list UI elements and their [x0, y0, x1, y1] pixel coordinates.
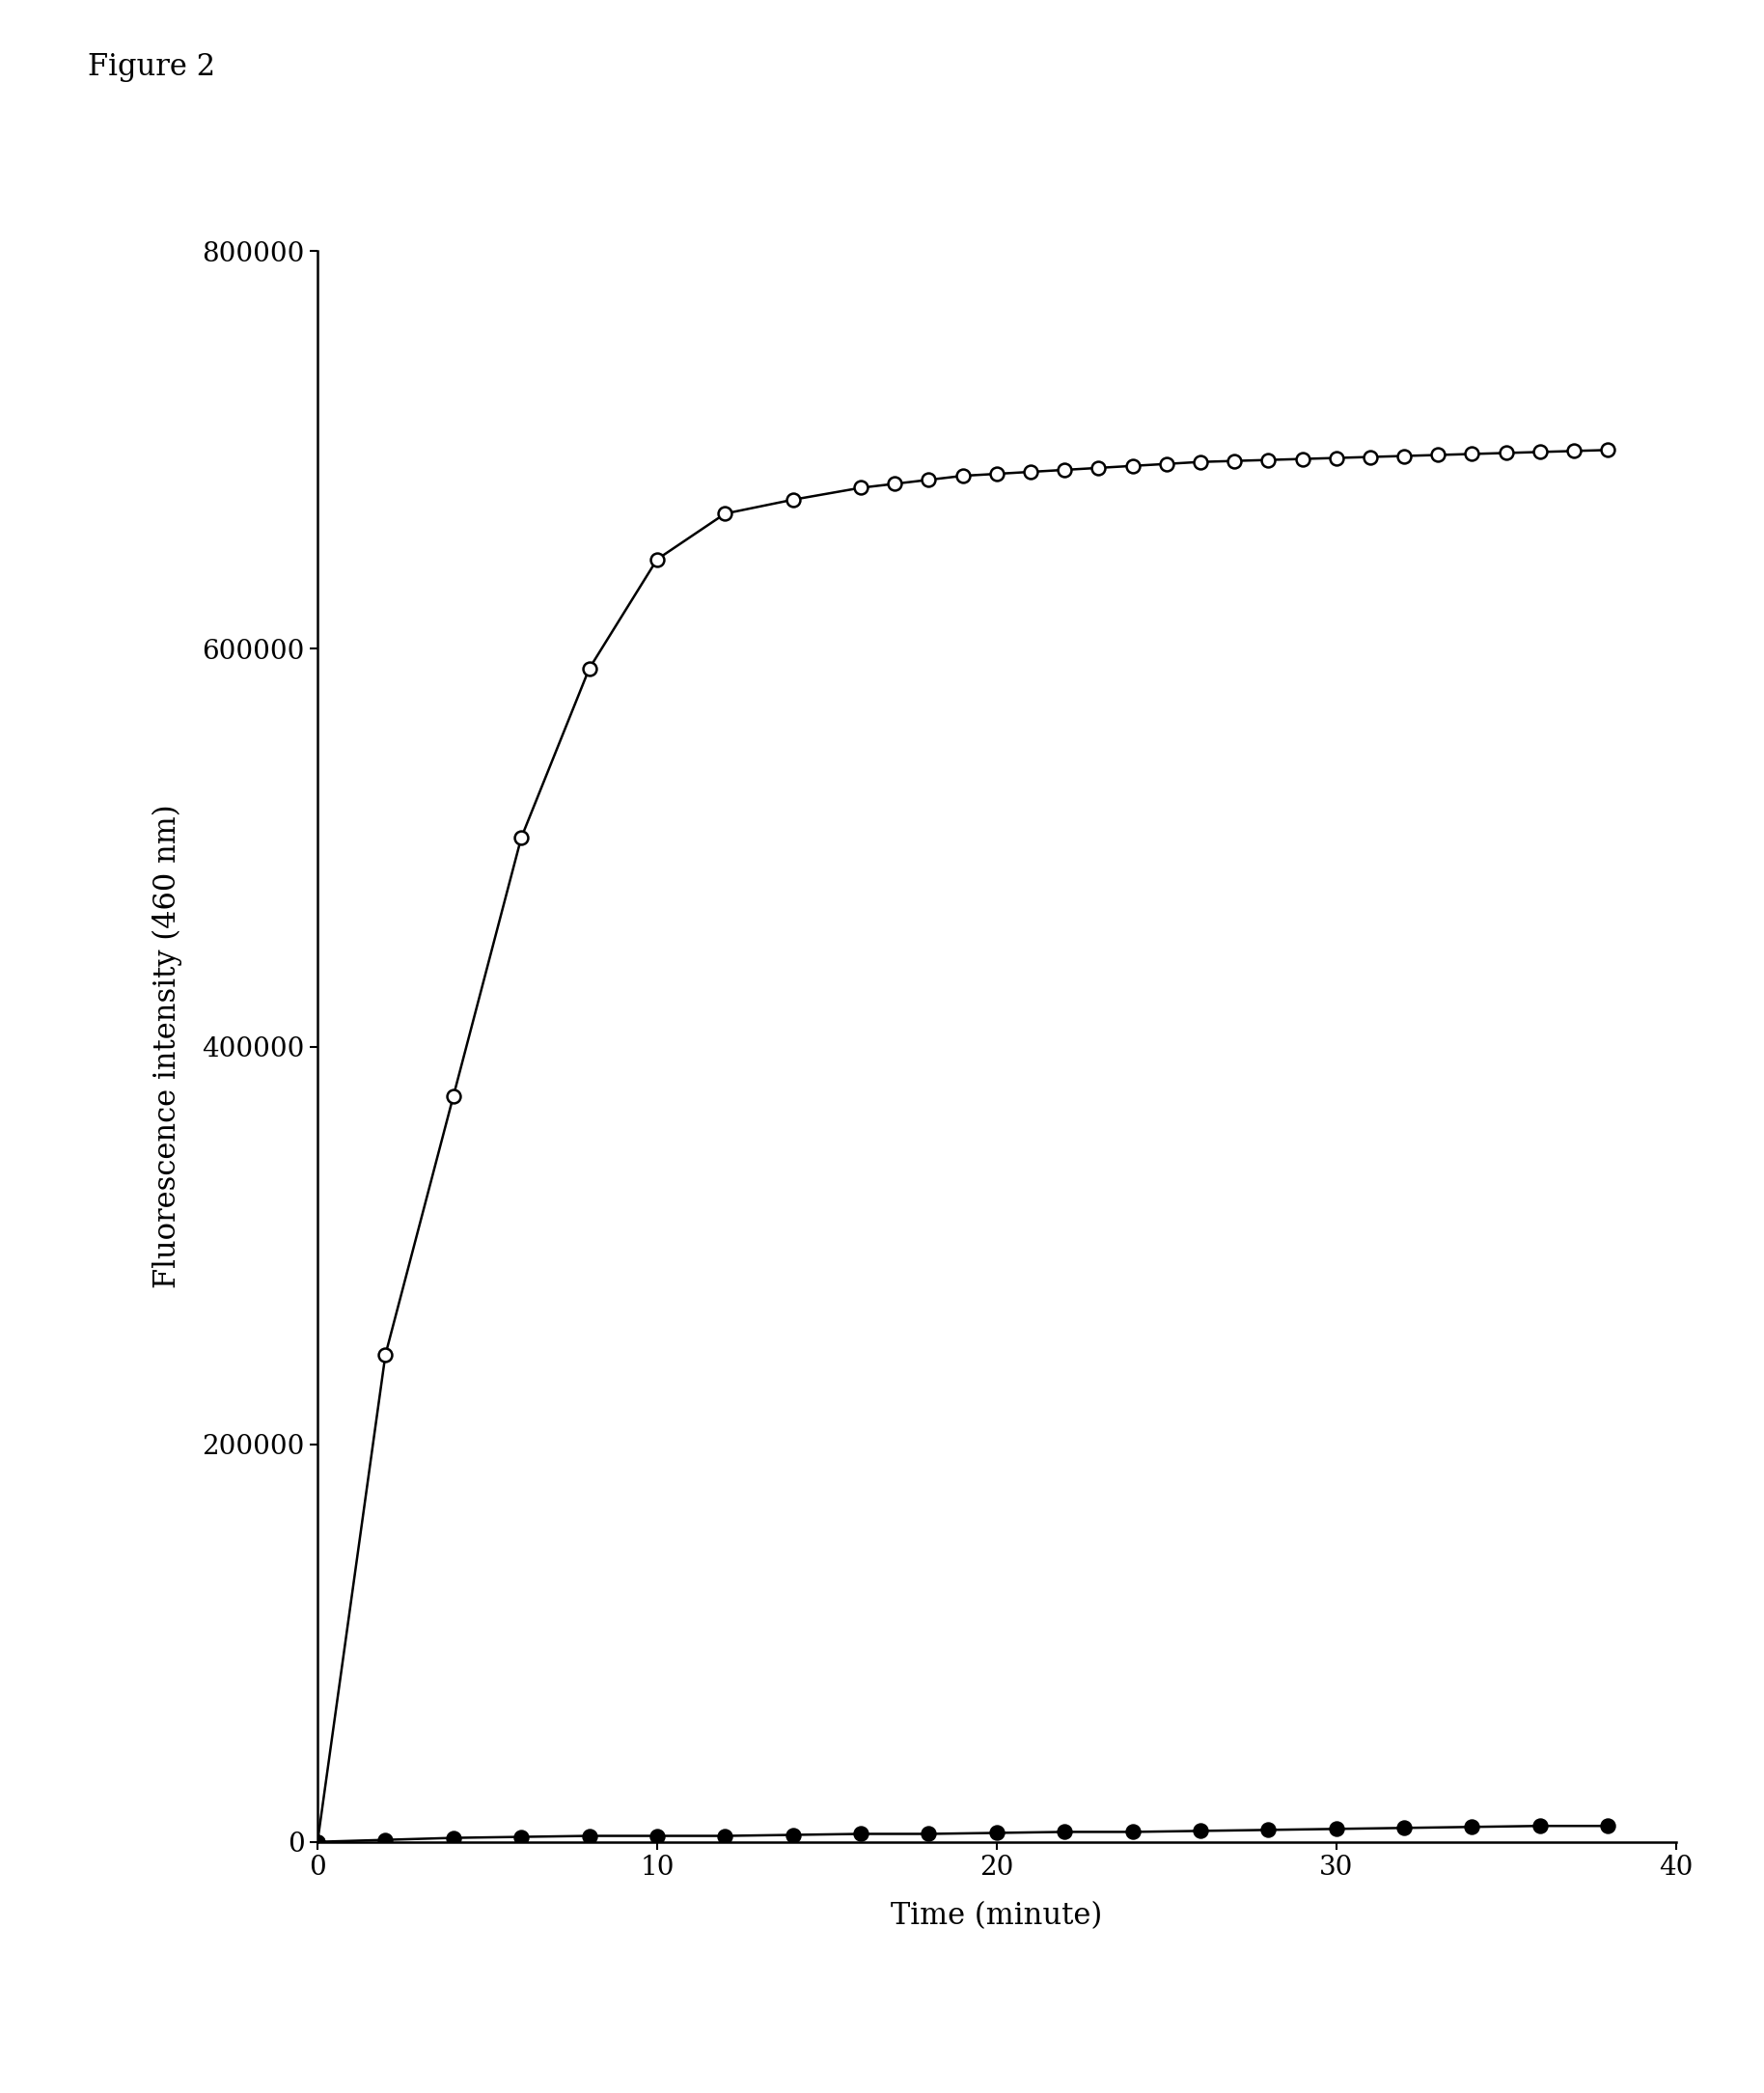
Non-acetylated peptide — [1122, 454, 1143, 479]
Non-acetylated peptide — [1563, 437, 1584, 463]
Non-acetylated peptide — [986, 460, 1007, 486]
Non-acetylated peptide — [374, 1342, 395, 1367]
Acetylated peptide — [1394, 1815, 1415, 1840]
Acetylated peptide — [850, 1821, 871, 1846]
Acetylated peptide — [1122, 1819, 1143, 1844]
Acetylated peptide — [781, 1823, 803, 1848]
Non-acetylated peptide — [1155, 452, 1177, 477]
Acetylated peptide — [374, 1827, 395, 1852]
X-axis label: Time (minute): Time (minute) — [891, 1900, 1102, 1930]
Acetylated peptide — [1598, 1813, 1619, 1838]
Acetylated peptide — [917, 1821, 938, 1846]
Acetylated peptide — [986, 1821, 1007, 1846]
Text: Figure 2: Figure 2 — [88, 52, 215, 82]
Non-acetylated peptide — [850, 475, 871, 500]
Acetylated peptide — [1053, 1819, 1074, 1844]
Non-acetylated peptide — [646, 546, 667, 571]
Acetylated peptide — [1189, 1819, 1210, 1844]
Non-acetylated peptide — [953, 463, 974, 488]
Non-acetylated peptide — [1394, 444, 1415, 469]
Line: Acetylated peptide: Acetylated peptide — [310, 1819, 1614, 1848]
Acetylated peptide — [307, 1829, 328, 1854]
Acetylated peptide — [1461, 1815, 1482, 1840]
Non-acetylated peptide — [1258, 448, 1279, 473]
Non-acetylated peptide — [1088, 456, 1110, 481]
Non-acetylated peptide — [579, 655, 600, 680]
Non-acetylated peptide — [1461, 442, 1482, 467]
Non-acetylated peptide — [443, 1084, 464, 1109]
Non-acetylated peptide — [1496, 440, 1517, 465]
Acetylated peptide — [1258, 1817, 1279, 1842]
Acetylated peptide — [512, 1825, 533, 1850]
Non-acetylated peptide — [1053, 456, 1074, 481]
Acetylated peptide — [1529, 1813, 1551, 1838]
Acetylated peptide — [1327, 1817, 1348, 1842]
Non-acetylated peptide — [1224, 448, 1245, 473]
Acetylated peptide — [443, 1825, 464, 1850]
Non-acetylated peptide — [781, 488, 803, 513]
Line: Non-acetylated peptide: Non-acetylated peptide — [310, 444, 1614, 1848]
Acetylated peptide — [579, 1823, 600, 1848]
Non-acetylated peptide — [1291, 446, 1312, 471]
Non-acetylated peptide — [1598, 437, 1619, 463]
Non-acetylated peptide — [1360, 444, 1381, 469]
Non-acetylated peptide — [917, 467, 938, 492]
Y-axis label: Fluorescence intensity (460 nm): Fluorescence intensity (460 nm) — [152, 804, 182, 1289]
Non-acetylated peptide — [1529, 440, 1551, 465]
Non-acetylated peptide — [307, 1829, 328, 1854]
Non-acetylated peptide — [884, 471, 905, 496]
Non-acetylated peptide — [512, 825, 533, 850]
Non-acetylated peptide — [1189, 450, 1210, 475]
Acetylated peptide — [714, 1823, 736, 1848]
Non-acetylated peptide — [714, 500, 736, 525]
Non-acetylated peptide — [1327, 446, 1348, 471]
Acetylated peptide — [646, 1823, 667, 1848]
Non-acetylated peptide — [1427, 442, 1448, 467]
Non-acetylated peptide — [1020, 458, 1041, 483]
